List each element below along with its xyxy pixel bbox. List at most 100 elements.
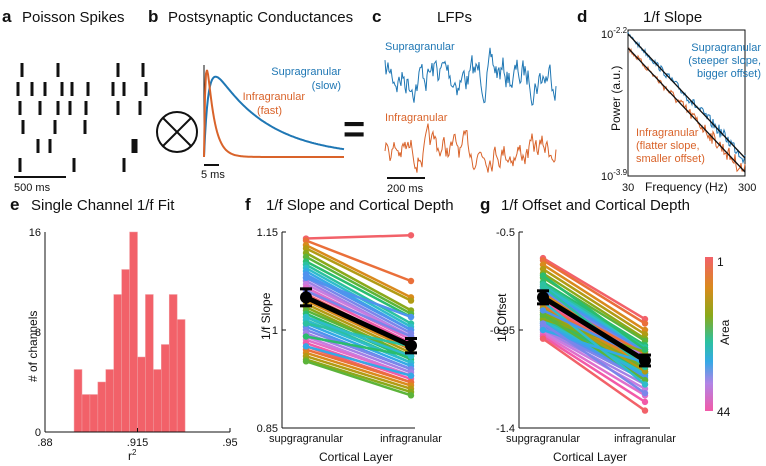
panel-c-title: LFPs bbox=[437, 9, 472, 26]
area-line bbox=[542, 300, 646, 386]
x-tick-label: .88 bbox=[37, 437, 52, 449]
area-line bbox=[542, 322, 646, 395]
panel-g-xlabel: Cortical Layer bbox=[553, 450, 627, 464]
area-point bbox=[407, 352, 415, 360]
mean-point bbox=[300, 291, 312, 304]
x-tick-label: supgragranular bbox=[506, 433, 580, 445]
y-tick-label: -0.95 bbox=[490, 325, 515, 337]
panel-b-title: Postsynaptic Conductances bbox=[168, 9, 353, 26]
mean-point bbox=[537, 291, 549, 304]
area-point bbox=[641, 346, 649, 353]
area-point bbox=[539, 326, 547, 334]
panel-a-title: Poisson Spikes bbox=[22, 9, 125, 26]
area-line bbox=[305, 255, 412, 315]
y-tick-label: 1 bbox=[272, 325, 278, 337]
area-point bbox=[302, 237, 310, 244]
histogram-bar bbox=[97, 381, 107, 433]
area-line bbox=[305, 358, 412, 394]
mean-point bbox=[639, 354, 651, 367]
y-tick-label: 0.85 bbox=[257, 423, 278, 435]
panel-g-title: 1/f Offset and Cortical Depth bbox=[501, 197, 690, 214]
histogram-bar bbox=[129, 231, 138, 433]
area-line bbox=[305, 251, 412, 312]
panel-b-infra-sub: (fast) bbox=[257, 105, 282, 117]
mean-point bbox=[405, 339, 417, 352]
area-line bbox=[305, 315, 412, 358]
histogram-bar bbox=[176, 319, 186, 433]
area-line bbox=[542, 285, 646, 351]
y-tick-label: 1.15 bbox=[257, 227, 278, 239]
y-tick-label: -0.5 bbox=[496, 227, 515, 239]
area-point bbox=[407, 392, 415, 399]
histogram-bar bbox=[73, 369, 83, 433]
area-line bbox=[305, 247, 412, 302]
area-line bbox=[542, 267, 646, 336]
histogram-bar bbox=[168, 294, 178, 433]
convolution-icon bbox=[156, 111, 198, 153]
area-line bbox=[305, 322, 412, 348]
histogram-bar bbox=[161, 344, 170, 433]
x-tick-label: infragranular bbox=[380, 433, 442, 445]
histogram-bar bbox=[113, 294, 122, 433]
area-point bbox=[302, 313, 310, 321]
area-point bbox=[407, 297, 415, 304]
area-point bbox=[539, 307, 547, 314]
area-point bbox=[539, 272, 547, 279]
panel-d-supra-l2: (steeper slope, bbox=[688, 55, 761, 67]
panel-d-letter: d bbox=[577, 7, 587, 26]
panel-d-title: 1/f Slope bbox=[643, 9, 702, 26]
area-point bbox=[302, 320, 310, 327]
panel-d-supra-l3: bigger offset) bbox=[697, 68, 761, 80]
area-point bbox=[641, 398, 649, 406]
mean-line bbox=[541, 295, 647, 363]
panel-d-xlabel: Frequency (Hz) bbox=[645, 180, 728, 194]
x-tick-label: .915 bbox=[127, 437, 148, 449]
area-line bbox=[305, 260, 412, 319]
panel-e-letter: e bbox=[10, 195, 19, 214]
supra-fit-line bbox=[627, 33, 746, 159]
area-point bbox=[407, 313, 415, 321]
area-line bbox=[542, 263, 646, 332]
area-line bbox=[542, 259, 646, 325]
area-point bbox=[641, 407, 649, 414]
area-line bbox=[305, 234, 412, 240]
area-point bbox=[302, 274, 310, 281]
panel-c-infra-label: Infragranular bbox=[385, 112, 448, 124]
area-line bbox=[305, 263, 412, 325]
panel-g-ylabel: 1/f Offset bbox=[495, 293, 509, 342]
area-point bbox=[539, 335, 547, 342]
supra-kernel-line bbox=[203, 75, 345, 158]
panel-b-infra-label: Infragranular bbox=[243, 91, 306, 103]
panel-d-ylabel: Power (a.u.) bbox=[609, 66, 623, 131]
panel-d-axes bbox=[627, 29, 746, 177]
panel-d-supra-l1: Supragranular bbox=[691, 42, 761, 54]
panel-d-xtick-right: 300 bbox=[738, 182, 756, 194]
panel-c-scale-label: 200 ms bbox=[387, 183, 424, 195]
area-line bbox=[305, 354, 412, 390]
panel-e-ticks: .88 .915 .95 0 8 16 bbox=[29, 227, 238, 449]
area-point bbox=[641, 320, 649, 327]
y-tick-label: 8 bbox=[35, 327, 41, 339]
panel-b-letter: b bbox=[148, 7, 158, 26]
histogram bbox=[73, 231, 186, 433]
panel-e-xlabel: r2 bbox=[128, 448, 137, 463]
area-line bbox=[305, 289, 412, 338]
area-line bbox=[305, 345, 412, 377]
equals-sign: = bbox=[343, 109, 365, 151]
mean-line bbox=[304, 295, 413, 348]
infra-fit-line bbox=[627, 47, 746, 173]
area-colorbar bbox=[705, 257, 713, 411]
panel-d-xtick-left: 30 bbox=[622, 182, 634, 194]
area-line bbox=[542, 272, 646, 340]
x-tick-label: .95 bbox=[222, 437, 237, 449]
area-line bbox=[305, 328, 412, 371]
infra-lfp-trace bbox=[384, 123, 557, 173]
area-line bbox=[305, 335, 412, 358]
area-point bbox=[302, 358, 310, 365]
area-point bbox=[539, 283, 547, 290]
area-point bbox=[302, 333, 310, 340]
histogram-bar bbox=[137, 356, 146, 433]
area-point bbox=[407, 372, 415, 379]
area-point bbox=[539, 320, 547, 327]
area-line bbox=[542, 322, 646, 377]
